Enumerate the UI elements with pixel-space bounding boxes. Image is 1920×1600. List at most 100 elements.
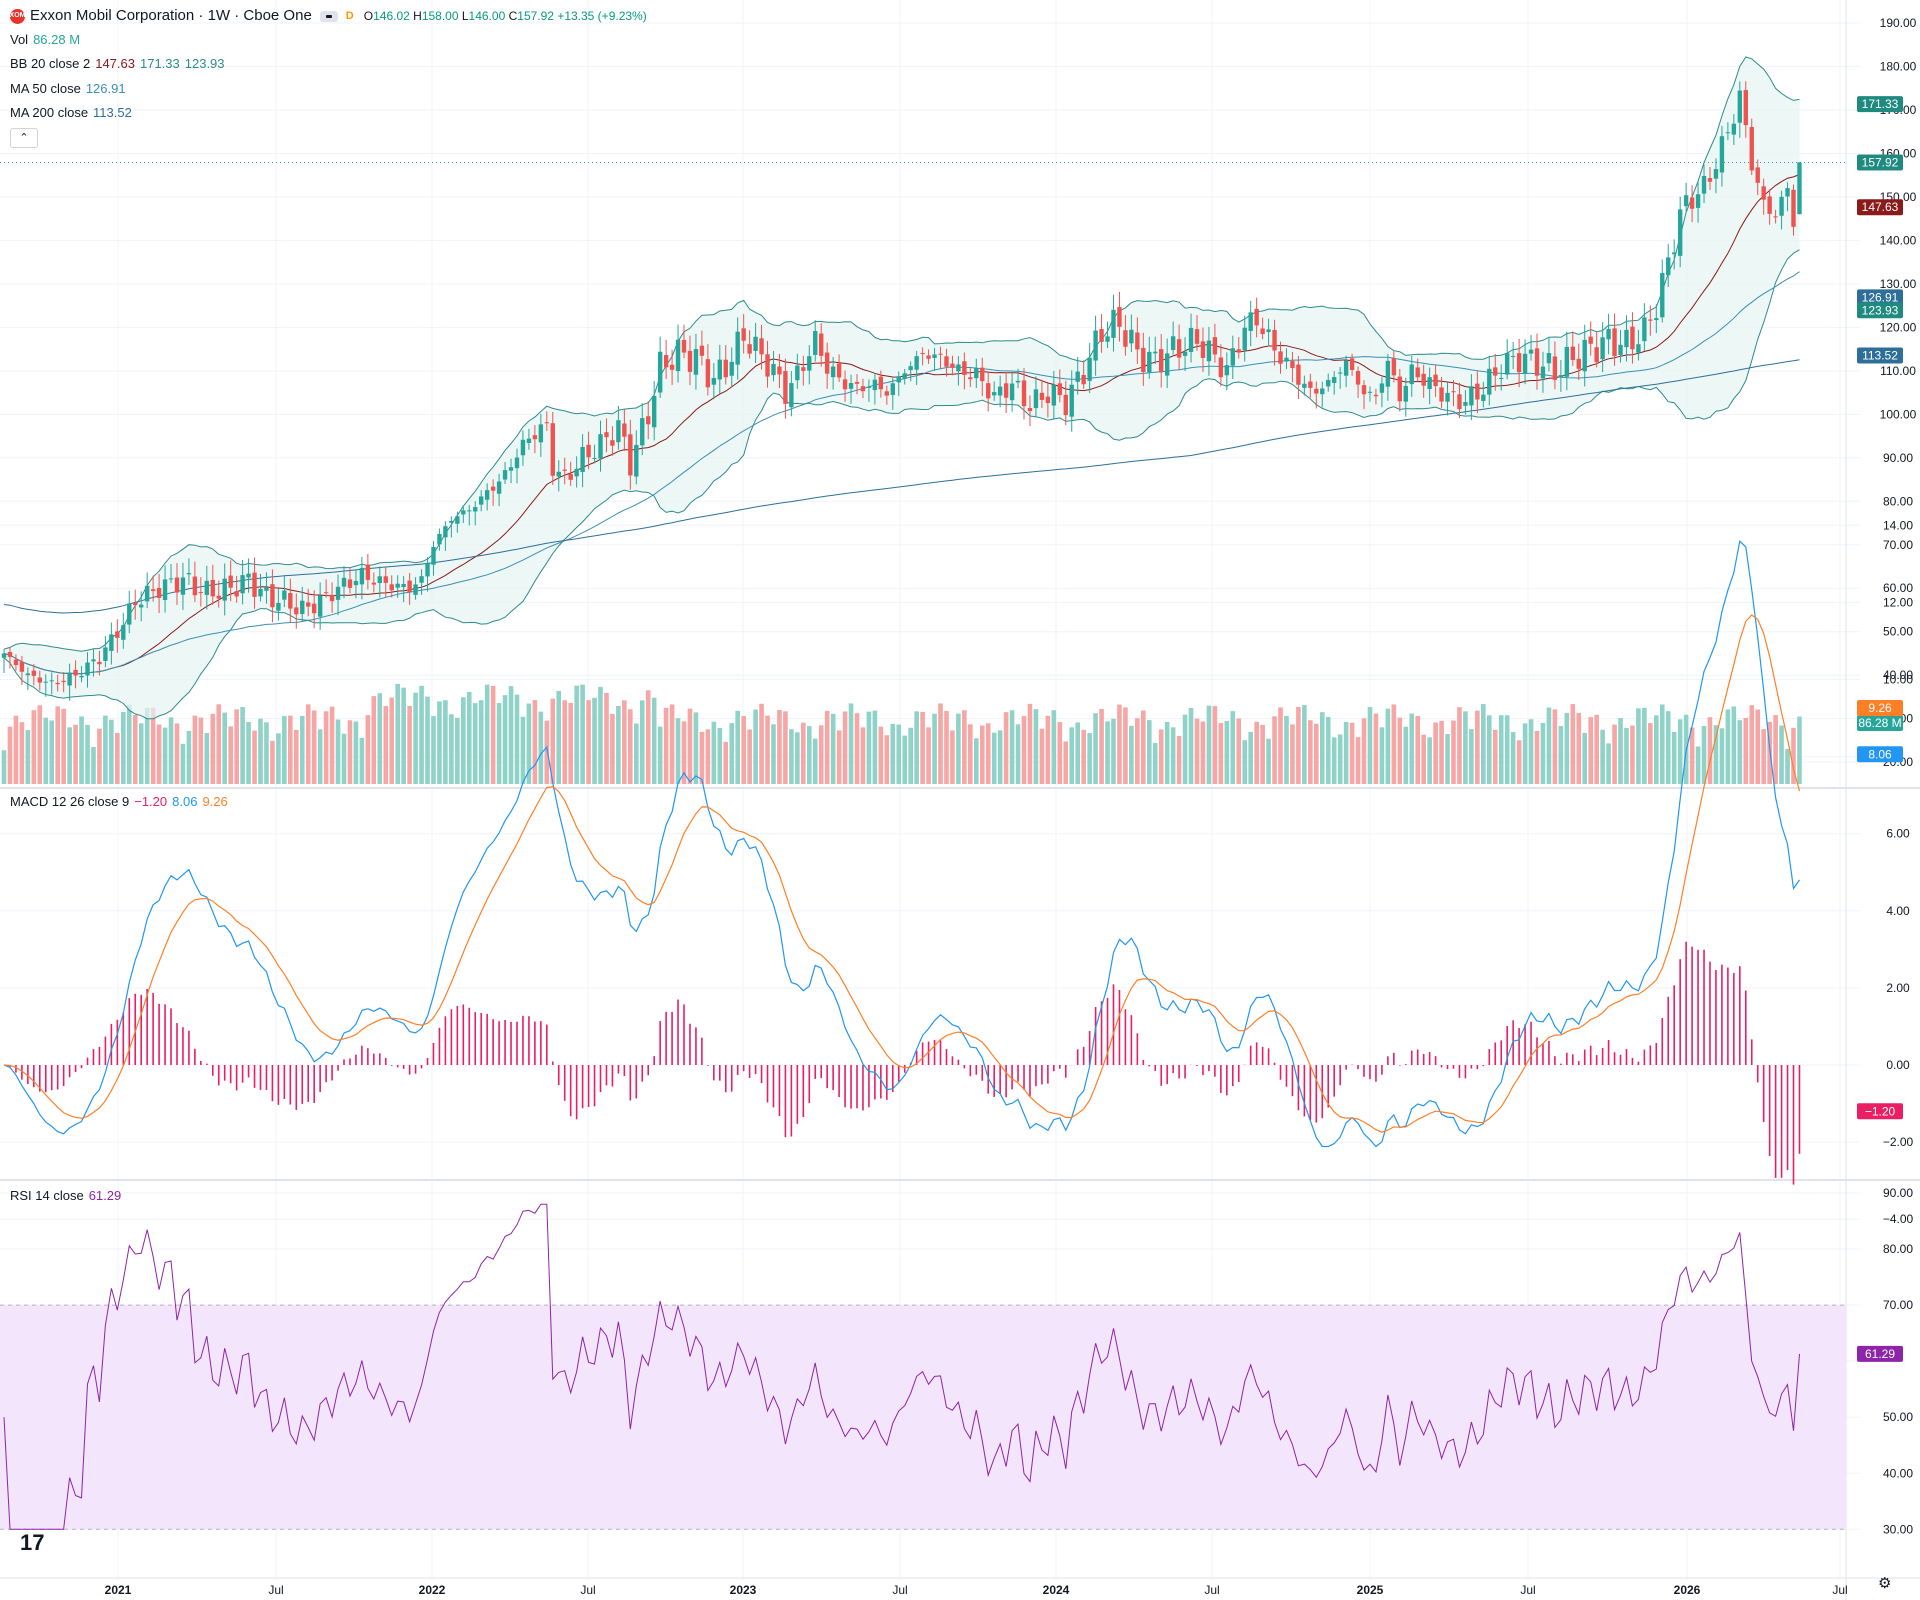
tradingview-logo-icon[interactable]: 17 [20, 1530, 45, 1555]
candle-body [747, 344, 752, 354]
volume-bar [1516, 740, 1522, 784]
volume-bar [812, 738, 818, 784]
candle-body [568, 473, 573, 480]
macd-axis-label: 4.00 [1886, 904, 1910, 918]
candle-body [484, 490, 490, 500]
symbol-title[interactable]: Exxon Mobil Corporation · 1W · Cboe One [30, 7, 312, 24]
candle-body [950, 363, 955, 368]
volume-bar [645, 690, 651, 784]
volume-bar [1671, 732, 1677, 784]
volume-bar [926, 727, 931, 784]
volume-bar [1343, 721, 1349, 784]
candle-body [431, 546, 436, 565]
candle-body [502, 470, 508, 480]
rsi-legend[interactable]: RSI 14 close 61.29 [10, 1188, 122, 1203]
volume-bar [514, 694, 520, 784]
time-axis-label: 2024 [1043, 1583, 1070, 1597]
price-axis-label: 50.00 [1883, 625, 1913, 639]
volume-bar [765, 715, 770, 784]
volume-legend[interactable]: Vol 86.28 M [10, 32, 81, 47]
candle-body [1033, 389, 1039, 409]
volume-bar [7, 726, 13, 784]
candle-body [156, 587, 162, 598]
bb-legend[interactable]: BB 20 close 2 147.63 171.33 123.93 [10, 56, 225, 71]
candle-body [1284, 357, 1289, 362]
candle-body [467, 510, 472, 512]
volume-bar [490, 686, 496, 784]
volume-bar [693, 712, 699, 784]
candle-body [1493, 367, 1498, 376]
volume-bar [824, 710, 830, 784]
candle-body [401, 584, 406, 588]
volume-bar [1558, 726, 1564, 784]
candle-body [377, 576, 382, 584]
volume-bar [991, 732, 997, 784]
macd-line [3, 540, 1800, 1148]
candle-body [759, 338, 764, 355]
candle-body [67, 672, 72, 686]
volume-bar [1403, 726, 1409, 784]
macd-axis-label: 0.00 [1886, 1058, 1910, 1072]
volume-bar [860, 727, 866, 784]
volume-bar [270, 740, 275, 784]
candle-body [1236, 349, 1241, 353]
candle-body [1039, 392, 1045, 400]
volume-bar [335, 719, 341, 784]
volume-bar [1475, 710, 1480, 784]
time-axis-label: 2025 [1357, 1583, 1384, 1597]
volume-bar [1015, 724, 1021, 784]
candle-body [1487, 368, 1492, 395]
candle-body [1719, 136, 1725, 173]
volume-bar [1594, 714, 1599, 784]
candle-body [848, 383, 854, 389]
candle-body [681, 339, 687, 353]
volume-bar [848, 703, 854, 784]
volume-bar [1540, 722, 1546, 784]
candle-body [1558, 375, 1564, 378]
candle-body [1660, 273, 1665, 318]
volume-bar [371, 696, 377, 784]
candle-body [622, 423, 627, 437]
macd-legend[interactable]: MACD 12 26 close 9 −1.20 8.06 9.26 [10, 794, 228, 809]
candle-body [1320, 388, 1325, 395]
volume-bar [622, 700, 627, 784]
volume-bar [1570, 704, 1576, 784]
candle-body [1534, 348, 1540, 376]
candle-body [174, 577, 180, 593]
candle-body [1230, 348, 1235, 366]
candle-body [1588, 336, 1593, 344]
ma200-legend[interactable]: MA 200 close 113.52 [10, 105, 132, 120]
collapse-legend-button[interactable]: ⌃ [10, 128, 38, 148]
price-axis-label: 180.00 [1880, 59, 1917, 73]
volume-bar [938, 703, 943, 784]
volume-bar [1188, 708, 1194, 784]
bb-basis-line [3, 174, 1800, 675]
candle-body [365, 564, 371, 580]
candle-body [1093, 330, 1098, 361]
candle-body [461, 510, 466, 515]
eye-icon[interactable] [319, 10, 338, 22]
interval-icon[interactable]: D [345, 10, 354, 22]
candle-body [1057, 383, 1063, 396]
candle-series [1, 81, 1802, 701]
volume-bar [568, 702, 573, 784]
rsi-axis-label: 80.00 [1883, 1242, 1913, 1256]
candle-body [1290, 360, 1295, 369]
volume-bar [323, 711, 329, 784]
volume-bar [830, 713, 836, 784]
settings-gear-icon[interactable]: ⚙ [1878, 1575, 1892, 1592]
candle-body [1051, 384, 1057, 406]
volume-bar [1308, 720, 1313, 784]
candle-body [222, 578, 227, 601]
candle-body [276, 602, 281, 611]
ma50-legend[interactable]: MA 50 close 126.91 [10, 81, 126, 96]
volume-bar [735, 710, 740, 784]
candle-body [1594, 347, 1599, 363]
candle-body [1427, 377, 1432, 389]
volume-bar [1069, 727, 1075, 784]
volume-bar [1105, 721, 1110, 784]
candle-body [288, 593, 293, 609]
candle-body [1767, 196, 1772, 214]
candle-body [574, 468, 579, 477]
